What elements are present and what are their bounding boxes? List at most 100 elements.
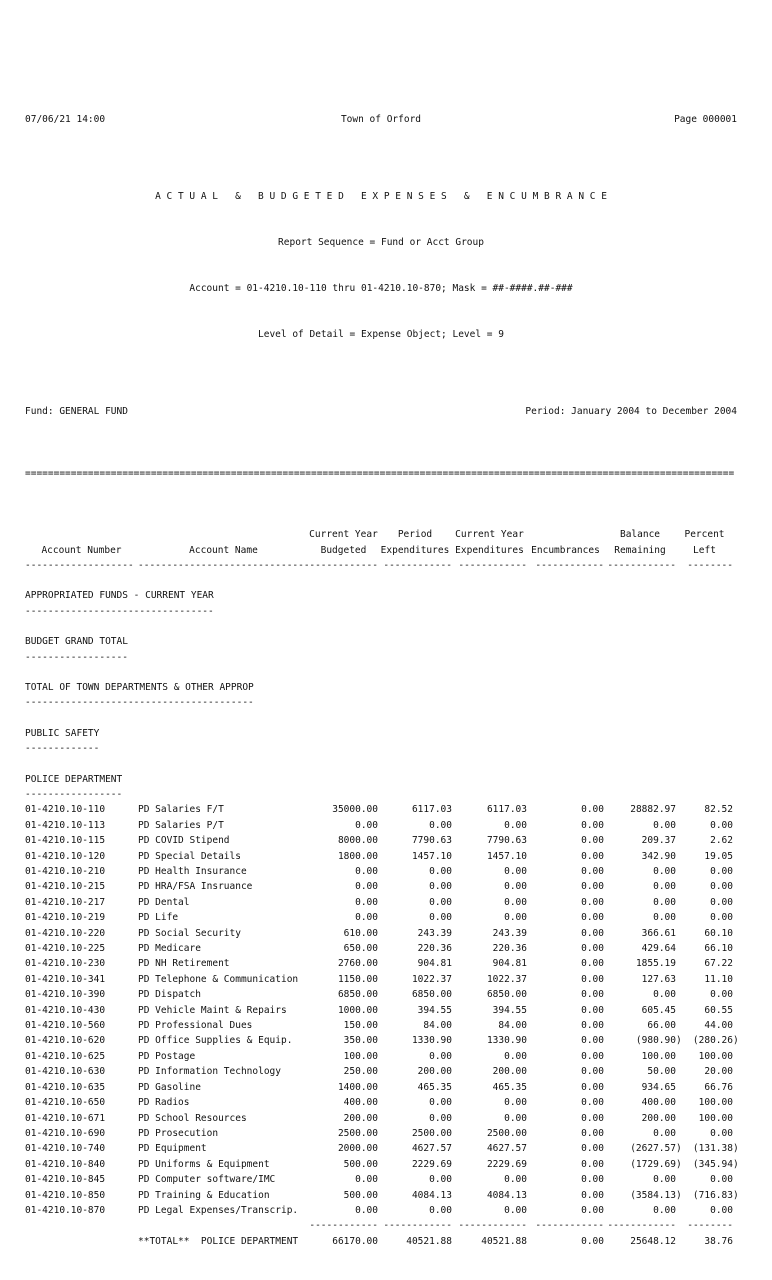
cell-period-expenditures: 465.35 (417, 1081, 452, 1093)
cell-encumbrances: 0.00 (581, 850, 604, 862)
cell-current-year-expenditures: 2500.00 (486, 1127, 527, 1139)
cell-percent-left: 0.00 (710, 1127, 733, 1139)
underline-balance-remaining: ------------ (607, 560, 676, 572)
cell-encumbrances: 0.00 (581, 896, 604, 908)
cell-account-name: PD Dental (138, 896, 190, 908)
cell-current-year-budgeted: 1800.00 (337, 850, 378, 862)
section-heading-4: PUBLIC SAFETY ------------- (25, 711, 733, 757)
cell-period-expenditures: 2229.69 (411, 1158, 452, 1170)
cell-current-year-budgeted: 2760.00 (337, 958, 378, 970)
cell-current-year-expenditures: 0.00 (504, 1112, 527, 1124)
header-top-balance-remaining: Balance (619, 529, 661, 541)
cell-period-expenditures: 7790.63 (411, 835, 452, 847)
underline-encumbrances: ------------ (535, 560, 604, 572)
cell-account-name: PD Social Security (138, 927, 241, 939)
cell-percent-left: 0.00 (710, 989, 733, 1001)
table-row: 01-4210.10-217 PD Dental 0.00 0.00 0.00 0.00 0… (25, 895, 733, 910)
cell-current-year-expenditures: 7790.63 (486, 835, 527, 847)
total-label: **TOTAL** POLICE DEPARTMENT (138, 1235, 299, 1247)
cell-account-number: 01-4210.10-220 (25, 927, 106, 939)
cell-current-year-expenditures: 0.00 (504, 1097, 527, 1109)
cell-current-year-expenditures: 200.00 (492, 1066, 527, 1078)
cell-account-number: 01-4210.10-430 (25, 1004, 106, 1016)
cell-current-year-budgeted: 0.00 (355, 866, 378, 878)
cell-encumbrances: 0.00 (581, 1112, 604, 1124)
cell-account-number: 01-4210.10-215 (25, 881, 106, 893)
cell-period-expenditures: 1457.10 (411, 850, 452, 862)
total-empty-cell (25, 1234, 138, 1249)
section-title: BUDGET GRAND TOTAL (25, 636, 128, 648)
cell-account-name: PD Postage (138, 1050, 196, 1062)
table-row: 01-4210.10-219 PD Life 0.00 0.00 0.00 0.00 0.0… (25, 910, 733, 925)
report-sequence: Report Sequence = Fund or Acct Group (278, 237, 484, 249)
cell-account-name: PD Information Technology (138, 1066, 281, 1078)
cell-current-year-budgeted: 250.00 (343, 1066, 378, 1078)
section-underline: ----------------- (25, 789, 123, 800)
cell-percent-left: 82.52 (704, 804, 733, 816)
header-top-period-expenditures: Period (397, 529, 433, 541)
cell-current-year-budgeted: 6850.00 (337, 989, 378, 1001)
cell-current-year-budgeted: 1000.00 (337, 1004, 378, 1016)
cell-balance-remaining: (2627.57) (630, 1143, 682, 1155)
cell-account-name: PD HRA/FSA Insruance (138, 881, 253, 893)
cell-encumbrances: 0.00 (581, 835, 604, 847)
cell-period-expenditures: 0.00 (429, 912, 452, 924)
cell-current-year-expenditures: 84.00 (498, 1020, 527, 1032)
cell-percent-left: 20.00 (704, 1066, 733, 1078)
table-row: 01-4210.10-220 PD Social Security 610.00 24… (25, 926, 733, 941)
report-title: A C T U A L & B U D G E T E D E X P E N … (155, 190, 607, 202)
section-title: PUBLIC SAFETY (25, 727, 100, 739)
table-row: 01-4210.10-560 PD Professional Dues 150.00… (25, 1018, 733, 1033)
header-account-name: Account Name (189, 544, 258, 556)
double-rule: ========================================… (25, 467, 735, 479)
cell-account-name: PD Telephone & Communication (138, 973, 299, 985)
total-separator-current-year-expenditures: ------------ (458, 1220, 527, 1232)
cell-balance-remaining: 400.00 (641, 1097, 676, 1109)
cell-current-year-budgeted: 1150.00 (337, 973, 378, 985)
total-separator-account-name (138, 1218, 309, 1233)
cell-current-year-budgeted: 35000.00 (332, 804, 378, 816)
cell-account-number: 01-4210.10-690 (25, 1127, 106, 1139)
page-number: Page 000001 (674, 114, 737, 126)
section-title: POLICE DEPARTMENT (25, 773, 123, 785)
cell-current-year-expenditures: 220.36 (492, 943, 527, 955)
cell-account-name: PD Professional Dues (138, 1020, 253, 1032)
cell-encumbrances: 0.00 (581, 1189, 604, 1201)
header-top-account-number (25, 527, 138, 542)
cell-percent-left: 19.05 (704, 850, 733, 862)
cell-account-number: 01-4210.10-650 (25, 1097, 106, 1109)
cell-current-year-expenditures: 6850.00 (486, 989, 527, 1001)
cell-balance-remaining: 28882.97 (630, 804, 676, 816)
table-row: 01-4210.10-870 PD Legal Expenses/Transcri… (25, 1203, 733, 1218)
header-top-current-year-expenditures: Current Year (455, 529, 524, 541)
cell-period-expenditures: 84.00 (423, 1020, 452, 1032)
total-percent-left: 38.76 (704, 1235, 733, 1247)
cell-balance-remaining: 0.00 (653, 1204, 676, 1216)
section-heading-row: POLICE DEPARTMENT ----------------- (25, 757, 733, 803)
cell-encumbrances: 0.00 (581, 1081, 604, 1093)
cell-percent-left: 66.76 (704, 1081, 733, 1093)
cell-percent-left: 100.00 (698, 1112, 733, 1124)
cell-balance-remaining: 1855.19 (635, 958, 676, 970)
cell-account-name: PD Dispatch (138, 989, 201, 1001)
cell-percent-left: 0.00 (710, 896, 733, 908)
total-separator-balance-remaining: ------------ (607, 1220, 676, 1232)
cell-current-year-expenditures: 2229.69 (486, 1158, 527, 1170)
total-separator-current-year-budgeted: ------------ (309, 1220, 378, 1232)
header-top-account-name (138, 527, 309, 542)
cell-current-year-budgeted: 2500.00 (337, 1127, 378, 1139)
cell-percent-left: 0.00 (710, 881, 733, 893)
cell-current-year-expenditures: 0.00 (504, 912, 527, 924)
section-heading-row: TOTAL OF TOWN DEPARTMENTS & OTHER APPROP… (25, 665, 733, 711)
cell-balance-remaining: 0.00 (653, 819, 676, 831)
total-separator-account-number (25, 1218, 138, 1233)
cell-account-name: PD School Resources (138, 1112, 247, 1124)
cell-encumbrances: 0.00 (581, 1127, 604, 1139)
cell-balance-remaining: 66.00 (647, 1020, 676, 1032)
cell-account-number: 01-4210.10-210 (25, 866, 106, 878)
section-title: APPROPRIATED FUNDS - CURRENT YEAR (25, 590, 214, 602)
cell-account-name: PD Health Insurance (138, 866, 247, 878)
cell-encumbrances: 0.00 (581, 927, 604, 939)
cell-encumbrances: 0.00 (581, 943, 604, 955)
cell-balance-remaining: (3584.13) (630, 1189, 682, 1201)
